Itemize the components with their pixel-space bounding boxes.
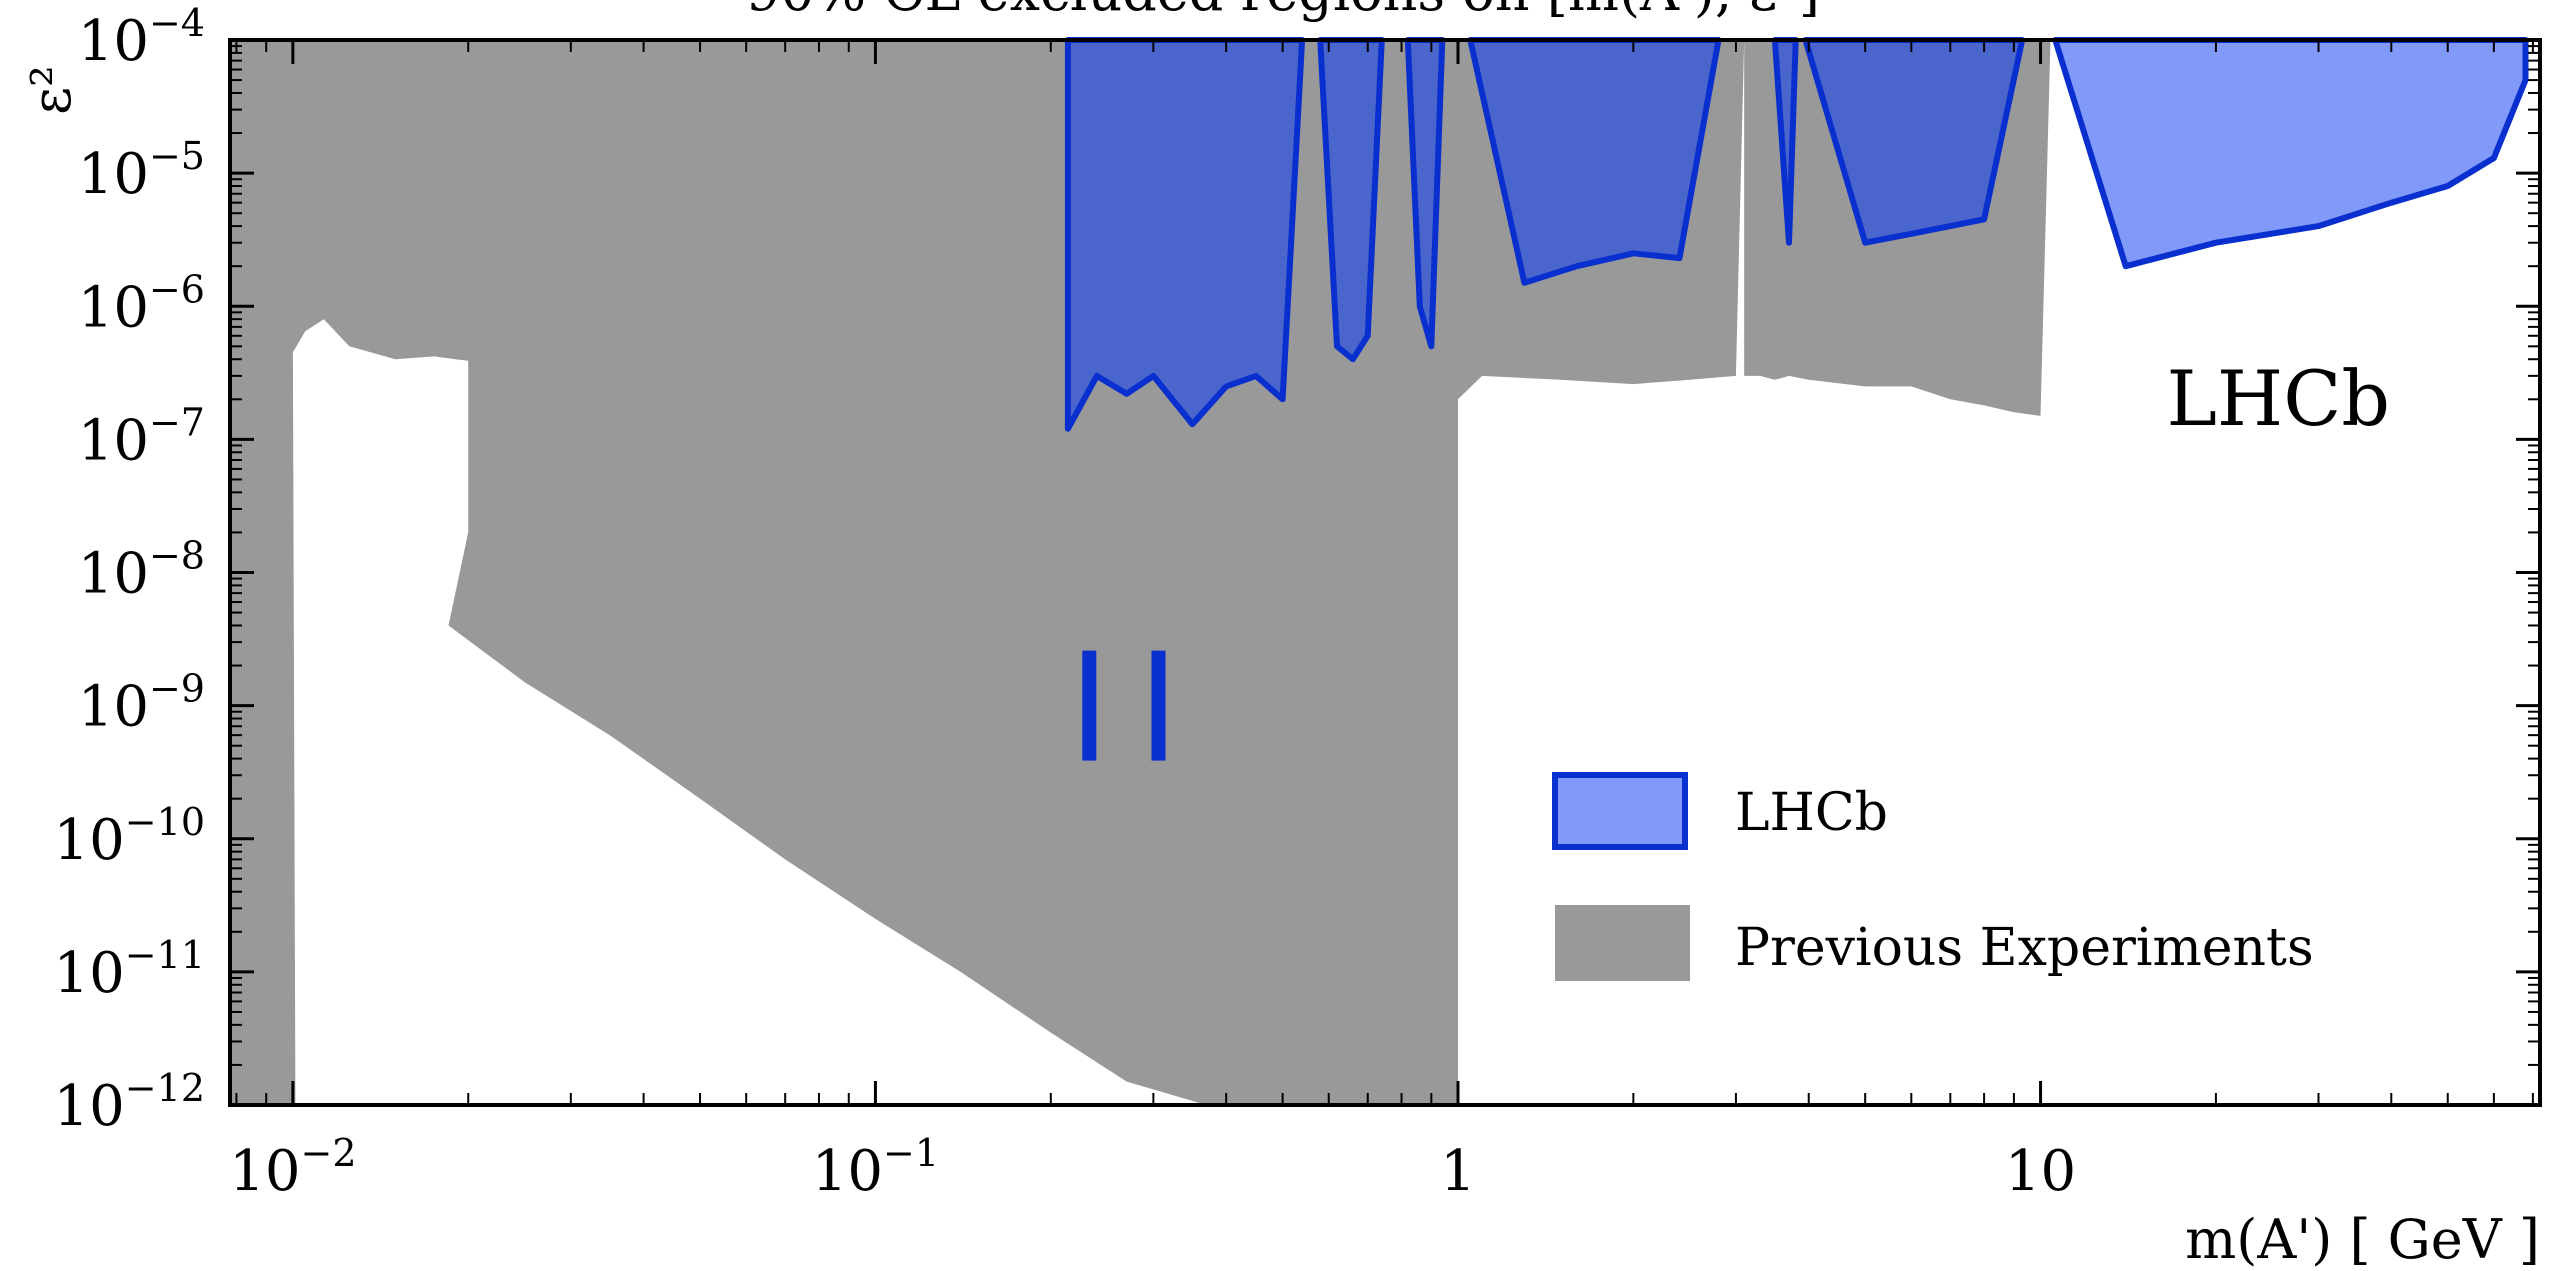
y-tick-label: 10−5 <box>78 134 205 207</box>
lhcb-exclusion-region <box>2052 37 2529 270</box>
chart-title: 90% CL excluded regions on [m(A'), ε²] <box>746 0 1820 23</box>
legend-swatch-lhcb <box>1552 772 1688 850</box>
y-tick-label: 10−7 <box>78 400 205 473</box>
allowed-gap-region <box>292 319 1207 1105</box>
y-tick-label: 10−8 <box>78 534 205 607</box>
y-axis-label: ε² <box>20 65 83 115</box>
lhcb-island <box>1151 650 1166 761</box>
y-tick-label: 10−12 <box>54 1066 205 1139</box>
y-tick-labels: 10−4 10−5 10−6 10−7 10−8 10−9 10−10 10−11 10−12 <box>54 1 205 1139</box>
x-tick-labels: 10−2 10−1 1 10 <box>229 1131 2076 1204</box>
legend-label-previous: Previous Experiments <box>1735 918 2314 978</box>
lhcb-island <box>1082 650 1097 761</box>
x-tick-label: 10−1 <box>812 1131 939 1204</box>
x-tick-label: 10−2 <box>229 1131 356 1204</box>
lhcb-small-islands <box>1082 650 1166 761</box>
x-tick-label: 10 <box>2005 1139 2076 1204</box>
y-tick-label: 10−10 <box>54 800 205 873</box>
legend: LHCb Previous Experiments <box>1552 772 2314 981</box>
lhcb-exclusion-region <box>1064 37 1306 432</box>
y-tick-label: 10−9 <box>78 667 205 740</box>
plot-area <box>230 37 2529 1105</box>
axis-ticks <box>230 38 2540 1107</box>
lhcb-watermark: LHCb <box>2166 354 2390 443</box>
y-tick-label: 10−4 <box>78 1 205 74</box>
x-axis-label: m(A') [ GeV ] <box>2185 1208 2540 1271</box>
y-tick-label: 10−6 <box>78 267 205 340</box>
legend-swatch-previous <box>1555 905 1690 981</box>
y-tick-label: 10−11 <box>54 933 205 1006</box>
legend-label-lhcb: LHCb <box>1735 783 1888 843</box>
x-tick-label: 1 <box>1440 1139 1476 1204</box>
